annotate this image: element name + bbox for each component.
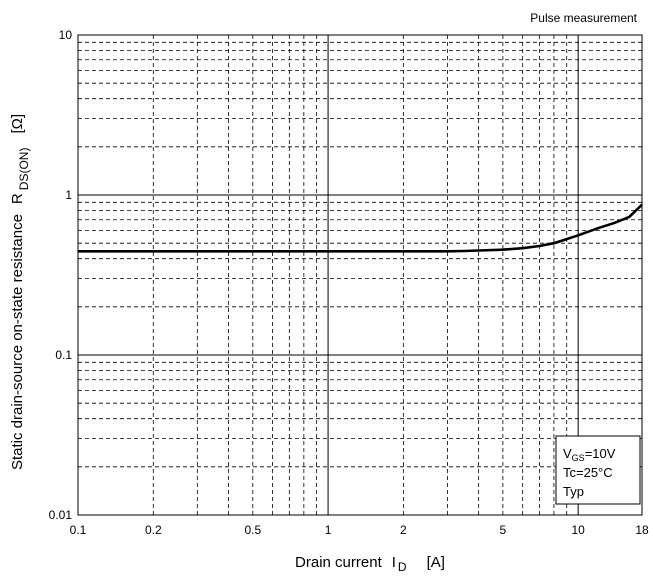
x-axis-label-unit: [A] (427, 554, 445, 571)
conditions-box: VGS=10V Tc=25°C Typ (555, 435, 641, 505)
y-tick-label: 10 (59, 28, 73, 42)
cond-tc: Tc=25°C (563, 465, 613, 480)
y-tick-label: 0.1 (55, 348, 72, 362)
cond-vgs-main: V (563, 446, 572, 461)
x-tick-label: 2 (400, 523, 407, 537)
y-axis-label-symbol: R (9, 193, 26, 204)
cond-typ: Typ (563, 484, 584, 499)
x-axis-label-main: Drain current (295, 554, 383, 571)
resistance-curve (78, 203, 643, 253)
x-axis-label-symbol: I (392, 554, 396, 571)
x-tick-label: 5 (500, 523, 507, 537)
cond-vgs-value: =10V (585, 446, 616, 461)
y-axis-label-unit: [Ω] (9, 114, 26, 134)
x-tick-labels: 0.1 0.2 0.5 1 2 5 10 18 (70, 523, 649, 537)
x-axis-label: Drain current I D [A] (295, 554, 445, 574)
x-tick-label: 1 (325, 523, 332, 537)
x-axis-label-subscript: D (398, 560, 407, 574)
svg-text:Static drain-source on-state r: Static drain-source on-state resistance R… (9, 114, 31, 470)
x-tick-label: 0.5 (244, 523, 261, 537)
y-axis-label-main: Static drain-source on-state resistance (9, 214, 26, 470)
x-tick-label: 18 (635, 523, 649, 537)
cond-vgs-sub: GS (572, 453, 585, 463)
y-tick-label: 1 (65, 188, 72, 202)
y-tick-label: 0.01 (49, 508, 73, 522)
annotation-pulse-measurement: Pulse measurement (530, 11, 637, 25)
x-tick-label: 0.1 (70, 523, 87, 537)
svg-text:VGS=10V: VGS=10V (563, 446, 616, 463)
plot-frame (77, 34, 643, 516)
y-axis-label-subscript: DS(ON) (17, 148, 31, 191)
x-tick-label: 10 (571, 523, 585, 537)
y-tick-labels: 0.01 0.1 1 10 (49, 28, 73, 522)
y-axis-label: Static drain-source on-state resistance R… (9, 114, 31, 470)
x-tick-label: 0.2 (145, 523, 162, 537)
grid (78, 35, 642, 515)
